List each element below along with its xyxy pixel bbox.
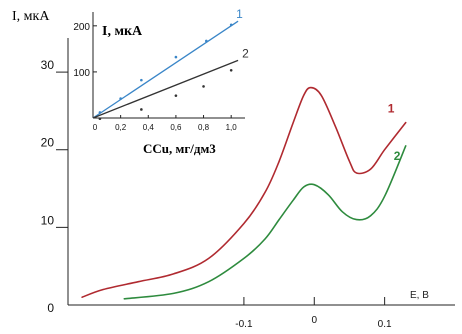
series-2-line <box>123 145 407 300</box>
inset-series-2-point <box>140 108 143 111</box>
inset-series-1-point <box>174 55 178 59</box>
inset-series-2-trendline <box>92 59 239 119</box>
inset-series-2-label: 2 <box>242 46 249 60</box>
inset-series-2-point <box>98 117 102 120</box>
inset-ticks: 100 200 0 0,2 0,4 0,6 0,8 1,0 <box>73 22 237 132</box>
inset-x-tick-label: 0,2 <box>115 123 127 132</box>
main-axes <box>67 38 455 306</box>
main-x-tick-label: -0.1 <box>235 319 253 330</box>
inset-series-1-point <box>119 97 122 100</box>
inset-x-tick-label: 1,0 <box>226 123 238 132</box>
inset-series-1-point <box>205 39 208 43</box>
main-series: 12 <box>81 86 407 300</box>
inset-background <box>75 6 250 158</box>
main-y-axis-label: I, мкА <box>12 9 50 24</box>
inset-axes <box>92 12 245 119</box>
main-y-tick-label: 10 <box>41 213 55 227</box>
inset-series-1-label: 1 <box>236 7 243 21</box>
main-x-tick-label: 0 <box>311 315 317 326</box>
inset-series-1-point <box>140 78 143 82</box>
inset-x-tick-label: 0,4 <box>143 123 155 132</box>
inset-y-tick-label: 200 <box>73 22 90 33</box>
series-2-label: 2 <box>394 149 401 163</box>
inset-x-tick-label: 0,8 <box>198 123 210 132</box>
main-y-tick-label: 30 <box>41 58 55 72</box>
inset-y-tick-label: 100 <box>73 68 90 79</box>
main-x-tick-label: 0.1 <box>378 319 392 330</box>
main-y-tick-label: 0 <box>47 301 54 315</box>
inset-series: 12 <box>92 7 249 120</box>
inset-x-tick-label: 0,6 <box>170 123 182 132</box>
main-y-tick-label: 20 <box>41 136 55 150</box>
series-1-label: 1 <box>388 102 395 116</box>
inset-series-2-point <box>202 85 205 88</box>
inset-series-2-point <box>174 94 178 97</box>
inset-y-axis-label: I, мкА <box>102 24 143 39</box>
main-x-axis-label: E, B <box>410 290 429 301</box>
inset-x-axis-label: CCu, мг/дм3 <box>143 141 216 156</box>
inset-series-1-point <box>229 23 233 27</box>
inset-series-1-point <box>98 111 102 114</box>
inset-x-tick-label: 0 <box>93 123 98 132</box>
inset-series-2-point <box>229 69 233 72</box>
series-1-line <box>81 86 407 298</box>
inset-series-1-trendline <box>92 20 239 119</box>
